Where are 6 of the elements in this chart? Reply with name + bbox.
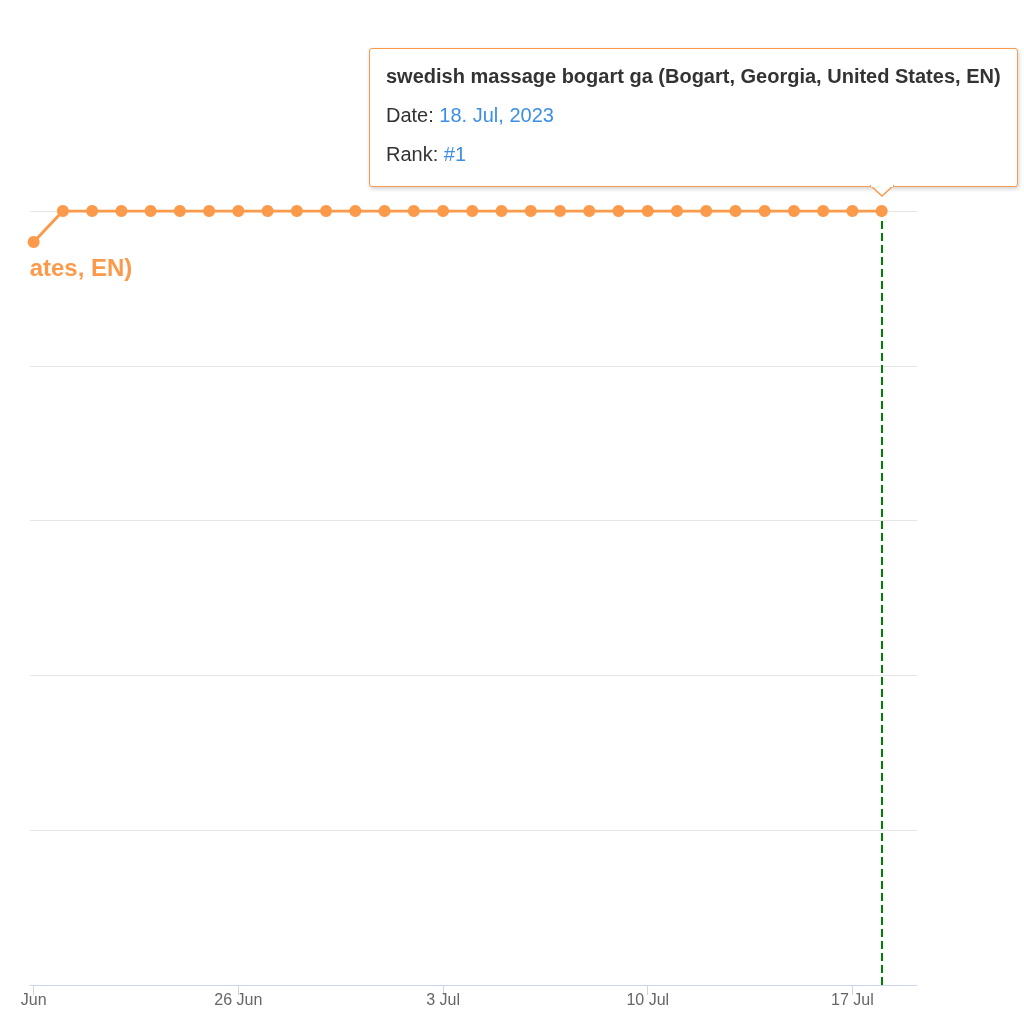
x-tick-label: 10 Jul <box>626 990 670 1008</box>
series-label: ates, EN) <box>29 254 133 282</box>
x-tick-label: 26 Jun <box>214 990 263 1008</box>
x-tick-label: 17 Jul <box>831 990 874 1008</box>
x-tick-label: Jun <box>20 990 47 1008</box>
x-tick-label: 3 Jul <box>426 990 460 1008</box>
